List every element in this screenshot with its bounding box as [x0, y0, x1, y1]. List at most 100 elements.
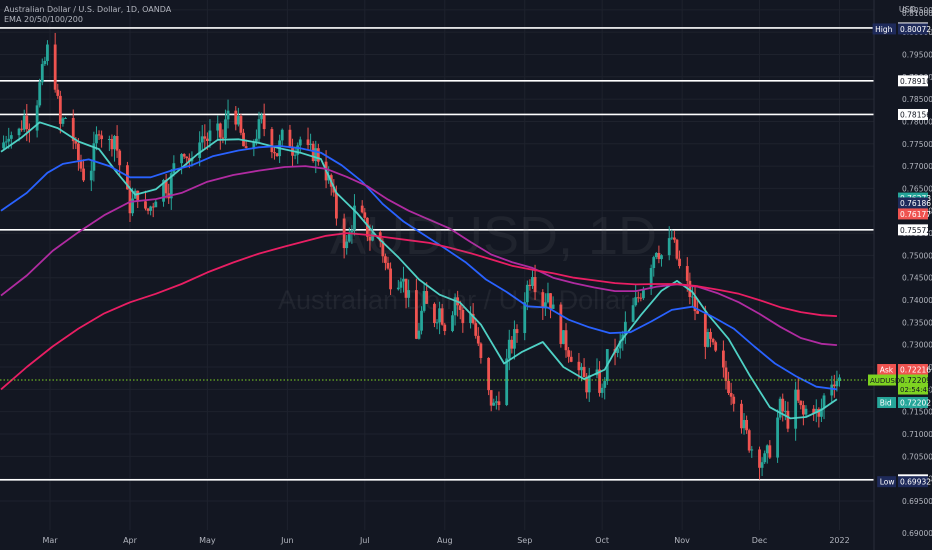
candle-body	[830, 384, 834, 396]
candle-body	[531, 277, 534, 286]
candle-body	[252, 141, 256, 148]
candle-body	[280, 129, 284, 141]
candle-body	[817, 408, 821, 417]
candle-body	[546, 293, 550, 303]
candle-body	[224, 119, 227, 139]
x-tick-label: May	[199, 536, 216, 545]
candle-body	[9, 135, 13, 139]
level-label: 0.75572	[900, 226, 931, 235]
price-badge-value: 0.76177	[900, 210, 931, 219]
candle-body	[363, 212, 367, 218]
candle-body	[332, 186, 336, 193]
candle-body	[497, 401, 501, 406]
candle-body	[685, 266, 689, 281]
x-tick-label: Aug	[437, 536, 453, 545]
level-label: 0.78156	[900, 110, 931, 119]
symbol-title[interactable]: Australian Dollar / U.S. Dollar, 1D, OAN…	[4, 5, 172, 14]
time-axis[interactable]: Mar Apr May Jun Jul Aug Sep Oct Nov Dec 2022	[42, 536, 849, 545]
candle-body	[838, 377, 841, 382]
candle-body	[365, 217, 369, 237]
price-axis-background[interactable]	[874, 0, 932, 550]
candle-body	[311, 143, 315, 162]
candle-body	[172, 163, 176, 174]
candle-body	[309, 143, 312, 145]
candle-body	[670, 237, 674, 239]
candle-body	[185, 156, 189, 159]
candle-body	[164, 179, 168, 194]
ema-lines	[0, 121, 838, 420]
candle-body	[234, 110, 238, 125]
candle-body	[469, 313, 472, 324]
candle-body	[691, 296, 694, 298]
candle-body	[92, 143, 96, 171]
candle-body	[404, 278, 408, 298]
candle-body	[97, 134, 101, 136]
price-badge-bg	[898, 23, 928, 35]
level-label-bg	[898, 224, 928, 236]
candle-body	[758, 449, 761, 468]
candle-body	[350, 229, 354, 233]
candle-body	[40, 64, 44, 83]
y-tick-label: 0.79500	[902, 50, 932, 59]
candle-body	[585, 377, 589, 393]
candle-body	[347, 232, 351, 242]
last-price-badge-bg	[898, 374, 928, 395]
y-tick-label: 0.78500	[902, 95, 932, 104]
candle-body	[541, 292, 545, 309]
candle-body	[46, 44, 49, 61]
candle-body	[794, 389, 798, 429]
candle-body	[642, 288, 645, 299]
candle-body	[696, 311, 699, 314]
ema-line	[0, 121, 838, 420]
candle-body	[425, 291, 429, 304]
price-badge-tag-bg	[877, 476, 896, 488]
candle-body	[226, 110, 230, 120]
candle-body	[182, 154, 186, 157]
candle-body	[381, 241, 385, 257]
indicator-label[interactable]: EMA 20/50/100/200	[4, 15, 83, 24]
price-badge-tag: Bid	[880, 399, 892, 408]
level-label-bg	[898, 75, 928, 87]
candle-body	[781, 398, 785, 412]
ema-line	[0, 165, 837, 346]
candle-body	[273, 152, 276, 154]
candle-body	[353, 205, 356, 230]
candle-body	[476, 335, 480, 344]
candle-body	[384, 256, 387, 263]
candle-body	[260, 114, 263, 120]
price-badge-value: 0.80072	[900, 25, 931, 34]
candle-body	[814, 408, 818, 413]
candle-body	[711, 338, 715, 343]
currency-label[interactable]: USD	[898, 5, 916, 14]
price-badge-bg	[898, 208, 928, 220]
price-badge-value: 0.76186	[900, 199, 931, 208]
candle-body	[549, 293, 552, 309]
horizontal-levels[interactable]	[0, 27, 874, 481]
candle-body	[654, 252, 658, 258]
candle-body	[345, 241, 349, 249]
candle-body	[386, 262, 390, 269]
candle-body	[660, 255, 663, 260]
y-tick-label: 0.71500	[902, 408, 932, 417]
candle-body	[636, 297, 640, 299]
candle-body	[765, 445, 769, 454]
candle-body	[154, 201, 158, 208]
candle-body	[169, 173, 173, 199]
candle-body	[275, 153, 279, 157]
candle-body	[298, 139, 302, 146]
price-badge-tag: Ask	[880, 366, 894, 375]
candle-body	[149, 206, 153, 211]
y-tick-label: 0.69500	[902, 497, 932, 506]
candle-body	[433, 303, 436, 324]
price-badge-tag-bg	[872, 23, 896, 35]
candle-body	[399, 281, 403, 288]
candle-body	[523, 302, 527, 334]
candle-body	[513, 329, 516, 349]
candle-body	[657, 252, 661, 260]
candle-body	[389, 268, 392, 290]
candle-body	[783, 410, 787, 412]
candle-body	[678, 258, 681, 267]
candle-body	[17, 128, 21, 136]
